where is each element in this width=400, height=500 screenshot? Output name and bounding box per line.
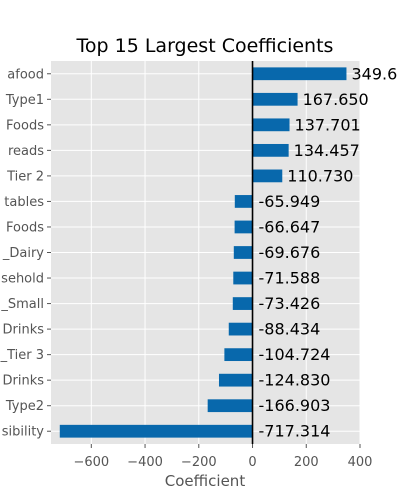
bar bbox=[234, 220, 253, 234]
y-tick-label: Drinks bbox=[2, 323, 44, 338]
data-label: -104.724 bbox=[259, 345, 331, 364]
y-tick-label: reads bbox=[8, 144, 44, 159]
bar bbox=[228, 322, 253, 336]
bar bbox=[59, 424, 253, 438]
y-tick-label: _Dairy bbox=[2, 246, 44, 261]
data-label: 167.650 bbox=[303, 90, 369, 109]
x-tick-labels: −600 −400 −200 0 200 400 bbox=[73, 444, 372, 470]
y-tick-label: Tier 2 bbox=[6, 169, 44, 184]
x-tick-label: 400 bbox=[348, 455, 373, 470]
y-tick-label: afood bbox=[7, 67, 44, 82]
y-tick-label: Type2 bbox=[5, 399, 44, 414]
x-tick-label: −400 bbox=[127, 455, 163, 470]
y-tick-label: Foods bbox=[6, 220, 44, 235]
x-axis-label: Coefficient bbox=[165, 472, 246, 490]
bar bbox=[233, 271, 253, 285]
bar bbox=[224, 348, 253, 362]
data-label: -69.676 bbox=[259, 243, 321, 262]
bar bbox=[252, 118, 290, 132]
data-label: -65.949 bbox=[259, 192, 321, 211]
bar bbox=[252, 169, 283, 183]
bars bbox=[59, 67, 347, 438]
y-tick-label: Foods bbox=[6, 118, 44, 133]
x-tick-label: 0 bbox=[248, 455, 256, 470]
data-label: -88.434 bbox=[259, 320, 321, 339]
data-label: -717.314 bbox=[259, 422, 331, 441]
data-label: -71.588 bbox=[259, 269, 321, 288]
chart-title: Top 15 Largest Coefficients bbox=[76, 35, 334, 57]
y-tick-label: _Tier 3 bbox=[0, 348, 44, 363]
y-tick-label: tables bbox=[4, 195, 44, 210]
y-tick-label: Type1 bbox=[5, 93, 44, 108]
bar bbox=[218, 373, 253, 387]
bar bbox=[232, 297, 253, 310]
bar bbox=[207, 399, 253, 413]
y-tick-label: sehold bbox=[1, 272, 44, 287]
data-label: 110.730 bbox=[287, 166, 353, 185]
data-labels: 349.6 167.650 137.701 134.457 110.730 -65.949… bbox=[259, 64, 398, 440]
data-label: -66.647 bbox=[259, 217, 321, 236]
bar bbox=[234, 195, 253, 208]
data-label: -166.903 bbox=[259, 396, 331, 415]
bar bbox=[252, 92, 298, 106]
y-tick-label: sibility bbox=[2, 425, 45, 440]
data-label: 137.701 bbox=[295, 115, 361, 134]
bar bbox=[252, 67, 347, 81]
bar bbox=[252, 143, 289, 157]
data-label: -124.830 bbox=[259, 371, 331, 390]
y-tick-labels: afood Type1 Foods reads Tier 2 tables Foods _Da… bbox=[0, 67, 51, 440]
y-tick-label: _Small bbox=[0, 297, 44, 312]
grid-lines bbox=[51, 61, 361, 444]
x-tick-label: 200 bbox=[294, 455, 319, 470]
data-label: 349.6 bbox=[351, 64, 397, 83]
x-tick-label: −600 bbox=[73, 455, 109, 470]
data-label: -73.426 bbox=[259, 294, 321, 313]
y-tick-label: Drinks bbox=[2, 374, 44, 389]
bar bbox=[233, 246, 253, 259]
data-label: 134.457 bbox=[294, 141, 360, 160]
x-tick-label: −200 bbox=[181, 455, 217, 470]
